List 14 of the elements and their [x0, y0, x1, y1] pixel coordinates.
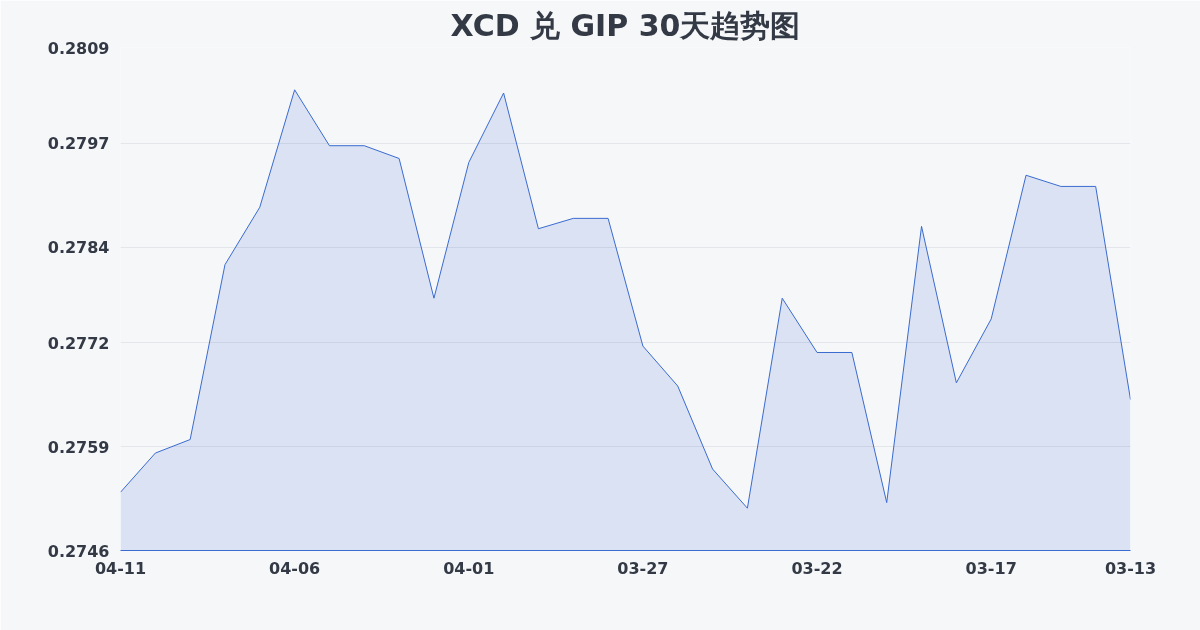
y-tick-label: 0.2772	[47, 333, 110, 353]
y-tick-label: 0.2759	[47, 437, 110, 457]
y-tick-label: 0.2809	[47, 38, 110, 58]
x-tick-label: 04-06	[269, 558, 321, 578]
x-tick-label: 04-01	[443, 558, 495, 578]
chart-title: XCD 兑 GIP 30天趋势图	[450, 7, 801, 43]
x-tick-label: 03-17	[965, 558, 1017, 578]
x-tick-label: 03-13	[1104, 558, 1157, 578]
y-tick-label: 0.2746	[47, 541, 110, 561]
x-tick-label: 03-22	[791, 558, 843, 578]
x-tick-label: 03-27	[617, 558, 669, 578]
y-tick-label: 0.2797	[47, 134, 110, 154]
y-tick-label: 0.2784	[47, 238, 110, 258]
x-tick-label: 04-11	[94, 558, 147, 578]
